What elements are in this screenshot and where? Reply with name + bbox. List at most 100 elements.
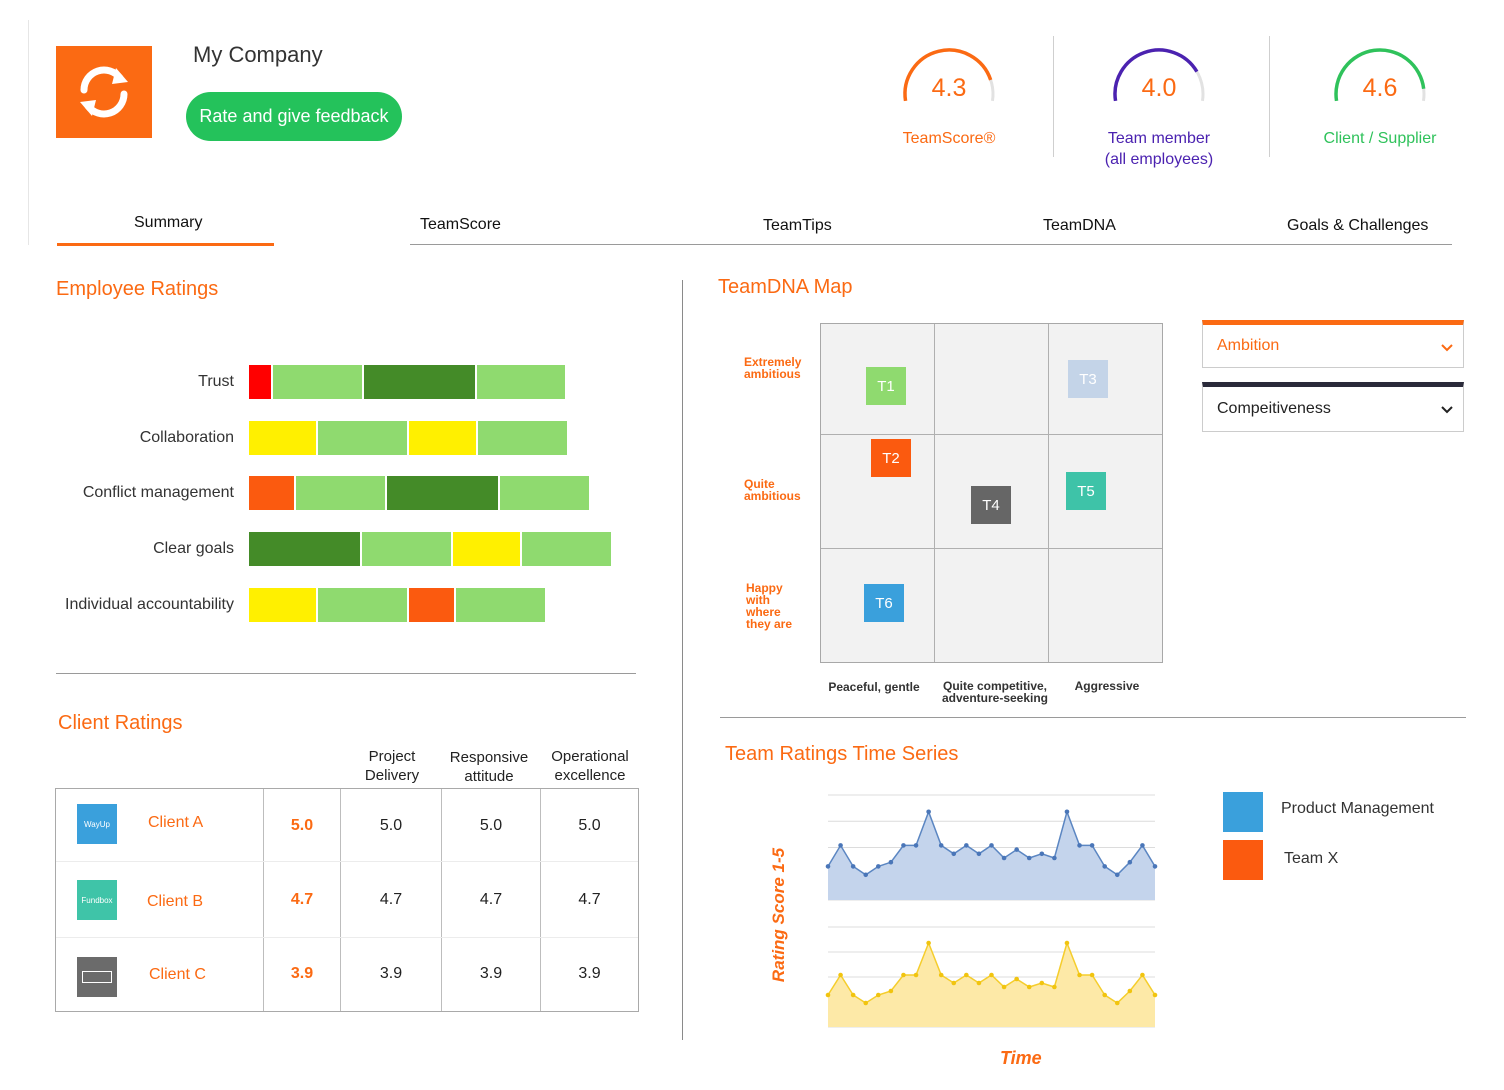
data-point: [964, 972, 969, 978]
data-point: [926, 809, 931, 815]
label-line: they are: [746, 617, 793, 631]
tab-teamdna[interactable]: TeamDNA: [1043, 217, 1116, 234]
table-col-divider: [441, 789, 442, 1011]
data-point: [1039, 851, 1045, 857]
table-row[interactable]: Client C 3.9 3.9 3.9 3.9: [56, 937, 638, 1011]
label-line: Quite: [744, 477, 775, 491]
rating-segment: [249, 588, 316, 622]
project-delivery-value: 4.7: [379, 891, 403, 908]
data-point: [1064, 940, 1070, 946]
data-point: [1127, 988, 1133, 994]
data-point: [1026, 855, 1032, 861]
team-label: T2: [882, 449, 900, 467]
rating-segment: [409, 421, 476, 455]
y-axis-label: Rating Score 1-5: [769, 847, 788, 983]
data-point: [825, 864, 831, 869]
responsive-attitude-value: 3.9: [479, 965, 503, 982]
client-supplier-value: 4.6: [1362, 74, 1398, 102]
ambition-dropdown[interactable]: Ambition: [1202, 320, 1464, 368]
rating-segment: [362, 532, 451, 566]
data-point: [951, 980, 957, 986]
project-delivery-value: 3.9: [379, 965, 403, 982]
rating-label: Individual accountability: [65, 596, 234, 613]
legend-swatch-team-x: [1223, 840, 1263, 880]
teamscore-gauge-ring: [903, 48, 995, 102]
company-name: My Company: [193, 42, 323, 67]
rating-segment: [477, 365, 565, 399]
data-point: [1140, 843, 1145, 848]
project-delivery-value: 5.0: [379, 817, 403, 834]
client-name[interactable]: Client B: [147, 893, 204, 910]
data-point: [913, 843, 919, 848]
x-axis-label: Time: [1000, 1048, 1042, 1068]
team-marker-t5[interactable]: T5: [1066, 472, 1106, 510]
data-point: [876, 864, 881, 869]
tab-teamscore[interactable]: TeamScore: [420, 216, 501, 233]
data-point: [901, 972, 906, 978]
section-divider: [720, 717, 1466, 718]
rating-segment: [249, 421, 316, 455]
team-member-value: 4.0: [1141, 74, 1177, 102]
column-divider: [682, 280, 683, 1040]
team-marker-t6[interactable]: T6: [864, 584, 904, 622]
data-point: [1089, 972, 1095, 978]
tab-bar-rule: [410, 244, 1452, 245]
rating-segment: [249, 532, 360, 566]
rating-segment: [318, 421, 407, 455]
x-label-aggressive: Aggressive: [1052, 680, 1162, 692]
client-ratings-title: Client Ratings: [58, 712, 183, 734]
teamscore-value: 4.3: [931, 74, 967, 102]
data-point: [850, 864, 856, 869]
team-marker-t2[interactable]: T2: [871, 439, 911, 477]
table-row-divider: [56, 937, 638, 938]
client-b-logo: Fundbox: [77, 880, 117, 920]
data-point: [913, 972, 919, 978]
header-line: Project: [368, 748, 416, 765]
rating-segment: [273, 365, 362, 399]
teamscore-gauge: 4.3 TeamScore®: [874, 42, 1024, 149]
dropdown-value: Ambition: [1217, 337, 1280, 354]
x-label-peaceful: Peaceful, gentle: [820, 681, 928, 693]
team-label: T4: [982, 496, 1000, 514]
company-logo: [56, 46, 152, 138]
operational-excellence-value: 3.9: [578, 965, 601, 982]
team-member-sublabel: (all employees): [1104, 151, 1214, 168]
label-line: Extremely: [744, 355, 802, 369]
tab-summary[interactable]: Summary: [134, 214, 203, 231]
team-marker-t4[interactable]: T4: [971, 486, 1011, 524]
rating-bar: [249, 588, 547, 622]
table-row[interactable]: WayUp Client A 5.0 5.0 5.0 5.0: [56, 789, 638, 863]
client-name[interactable]: Client C: [149, 966, 206, 983]
data-point: [850, 992, 856, 998]
tab-goals-challenges[interactable]: Goals & Challenges: [1287, 217, 1429, 234]
rate-feedback-button[interactable]: Rate and give feedback: [186, 92, 402, 141]
client-c-logo: [77, 957, 117, 997]
gauge-fill: [1113, 48, 1199, 102]
competitiveness-dropdown[interactable]: Compeitiveness: [1202, 382, 1464, 432]
y-label-quite-ambitious: Quite ambitious: [744, 478, 801, 502]
team-member-gauge-ring: [1113, 48, 1205, 102]
data-point: [1014, 847, 1019, 852]
data-point: [876, 992, 881, 998]
client-a-logo: WayUp: [77, 804, 117, 844]
data-point: [1089, 843, 1095, 848]
data-point: [938, 972, 944, 978]
active-tab-indicator: [57, 243, 274, 246]
team-marker-t1[interactable]: T1: [866, 367, 906, 405]
rating-segment: [500, 476, 589, 510]
gauge-divider: [1053, 36, 1054, 157]
tab-teamtips[interactable]: TeamTips: [763, 217, 832, 234]
client-name[interactable]: Client A: [148, 814, 204, 831]
data-point: [1001, 984, 1007, 990]
team-marker-t3[interactable]: T3: [1068, 360, 1108, 398]
data-point: [1114, 872, 1120, 878]
dropdown-value: Compeitiveness: [1217, 400, 1331, 417]
data-point: [838, 843, 843, 848]
grid-line: [934, 324, 935, 662]
label-line: Peaceful, gentle: [828, 680, 920, 694]
data-point: [1127, 859, 1133, 865]
data-point: [1102, 864, 1107, 869]
rating-segment: [456, 588, 545, 622]
table-row[interactable]: Fundbox Client B 4.7 4.7 4.7 4.7: [56, 863, 638, 937]
rating-label: Trust: [198, 373, 234, 390]
